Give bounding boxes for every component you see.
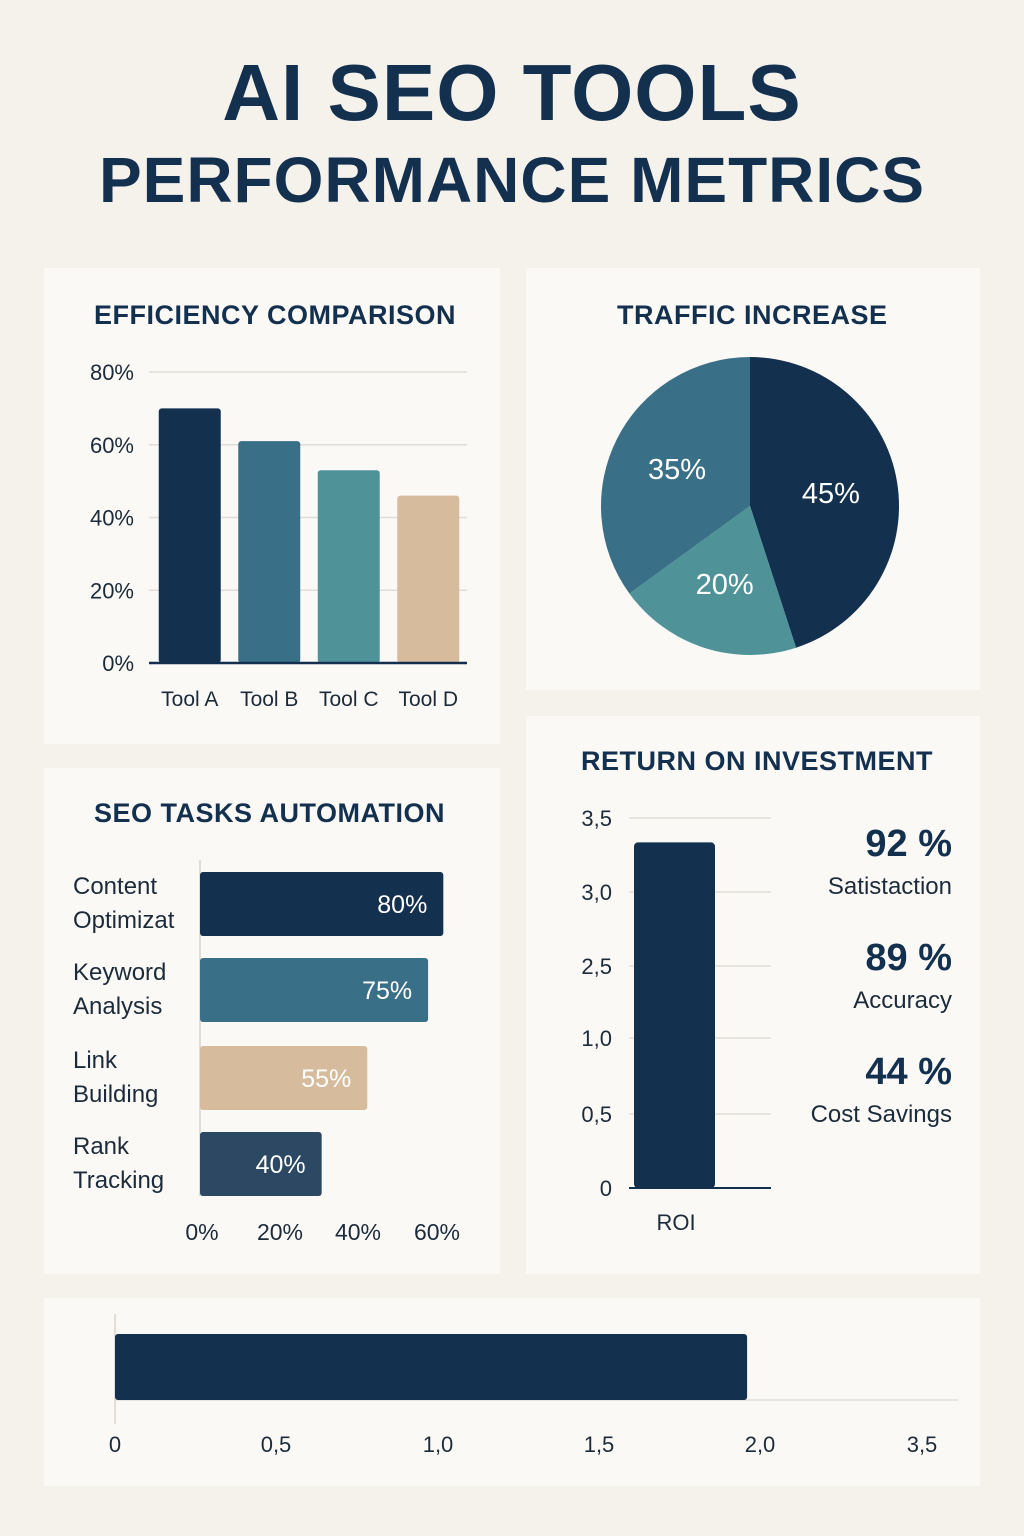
pie-slice-label: 45%	[802, 478, 860, 510]
bar	[200, 1132, 322, 1196]
x-tick-label: 0%	[185, 1219, 218, 1245]
y-tick-label: 1,0	[581, 1026, 612, 1051]
category-label: Keyword	[73, 959, 166, 986]
page-subtitle: PERFORMANCE METRICS	[98, 144, 926, 216]
roi-title: RETURN ON INVESTMENT	[581, 746, 934, 776]
x-tick-label: 2,0	[745, 1432, 776, 1457]
bar	[317, 470, 380, 663]
bar-value-label: 75%	[362, 977, 412, 1005]
x-tick-label: Tool B	[240, 688, 298, 711]
stat-satisfaction-value: 92 %	[865, 823, 952, 865]
y-tick-label: 20%	[90, 578, 134, 603]
traffic-panel: TRAFFIC INCREASE 45% 20% 35%	[526, 268, 980, 690]
pie-slice	[629, 506, 797, 655]
efficiency-panel: EFFICIENCY COMPARISON 0% 20% 40% 60% 80% Tool…	[44, 268, 500, 744]
bar	[397, 495, 460, 663]
y-tick-label: 2,5	[581, 954, 612, 979]
efficiency-chart: 0% 20% 40% 60% 80% Tool A Tool B Tool C Tool D	[90, 360, 467, 711]
bar	[238, 441, 301, 663]
stat-satisfaction-label: Satistaction	[827, 873, 952, 900]
x-tick-label: Tool D	[398, 688, 458, 711]
stat-cost-savings-value: 44 %	[865, 1051, 952, 1093]
category-label: Content	[73, 873, 157, 900]
x-tick-label: 3,5	[907, 1432, 938, 1457]
y-tick-label: 0	[600, 1176, 612, 1201]
category-label: Rank	[73, 1133, 130, 1160]
bar	[200, 958, 429, 1022]
x-tick-label: 0	[109, 1432, 121, 1457]
y-tick-label: 0,5	[581, 1102, 612, 1127]
traffic-pie-chart: 45% 20% 35%	[601, 357, 899, 655]
bar	[200, 1046, 368, 1110]
y-tick-label: 3,5	[581, 806, 612, 831]
bar-value-label: 55%	[301, 1065, 351, 1093]
bottom-bar-chart: 0 0,5 1,0 1,5 2,0 3,5	[109, 1314, 958, 1457]
bar	[158, 408, 221, 663]
bar-value-label: 80%	[377, 891, 427, 919]
category-label: Link	[73, 1047, 118, 1074]
x-tick-label: Tool A	[161, 688, 218, 711]
bottom-bar-panel: 0 0,5 1,0 1,5 2,0 3,5	[44, 1298, 980, 1486]
stat-satisfaction: 92 % Satistaction	[828, 822, 952, 902]
page-title: AI SEO TOOLS	[222, 48, 802, 137]
x-tick-label: 1,0	[423, 1432, 454, 1457]
bar-value-label: 40%	[256, 1151, 306, 1179]
x-tick-label: 40%	[335, 1219, 381, 1245]
traffic-title: TRAFFIC INCREASE	[617, 300, 888, 330]
stat-accuracy-label: Accuracy	[853, 987, 952, 1014]
bar	[115, 1334, 748, 1400]
stat-cost-savings: 44 % Cost Savings	[811, 1050, 952, 1130]
roi-chart: 0 0,5 1,0 2,5 3,0 3,5 ROI	[581, 806, 771, 1235]
automation-chart: 80% Content Optimizat 75% Keyword Analysis 55%…	[73, 860, 460, 1245]
x-tick-label: 20%	[257, 1219, 303, 1245]
x-tick-label: 60%	[414, 1219, 460, 1245]
category-label: Optimizat	[73, 907, 175, 934]
bar	[200, 872, 444, 936]
category-label: Analysis	[73, 993, 162, 1020]
y-tick-label: 80%	[90, 360, 134, 385]
pie-slice-label: 35%	[648, 454, 706, 486]
category-label: Building	[73, 1081, 158, 1108]
y-tick-label: 40%	[90, 506, 134, 531]
pie-slice	[750, 357, 899, 648]
x-tick-label: ROI	[656, 1210, 695, 1235]
roi-panel: RETURN ON INVESTMENT 0 0,5 1,0 2,5 3,0 3,5 ROI…	[526, 716, 980, 1274]
y-tick-label: 60%	[90, 433, 134, 458]
pie-slice-label: 20%	[696, 569, 754, 601]
stat-accuracy: 89 % Accuracy	[853, 936, 952, 1016]
bar	[634, 842, 715, 1188]
x-tick-label: 0,5	[261, 1432, 292, 1457]
category-label: Tracking	[73, 1167, 164, 1194]
stat-cost-savings-label: Cost Savings	[810, 1101, 952, 1128]
pie-slice	[601, 357, 750, 594]
x-tick-label: Tool C	[319, 688, 379, 711]
stat-accuracy-value: 89 %	[865, 937, 952, 979]
automation-panel: SEO TASKS AUTOMATION 80% Content Optimizat…	[44, 768, 500, 1274]
efficiency-title: EFFICIENCY COMPARISON	[94, 300, 457, 330]
x-tick-label: 1,5	[584, 1432, 615, 1457]
y-tick-label: 3,0	[581, 880, 612, 905]
automation-title: SEO TASKS AUTOMATION	[94, 798, 446, 828]
y-tick-label: 0%	[102, 651, 134, 676]
